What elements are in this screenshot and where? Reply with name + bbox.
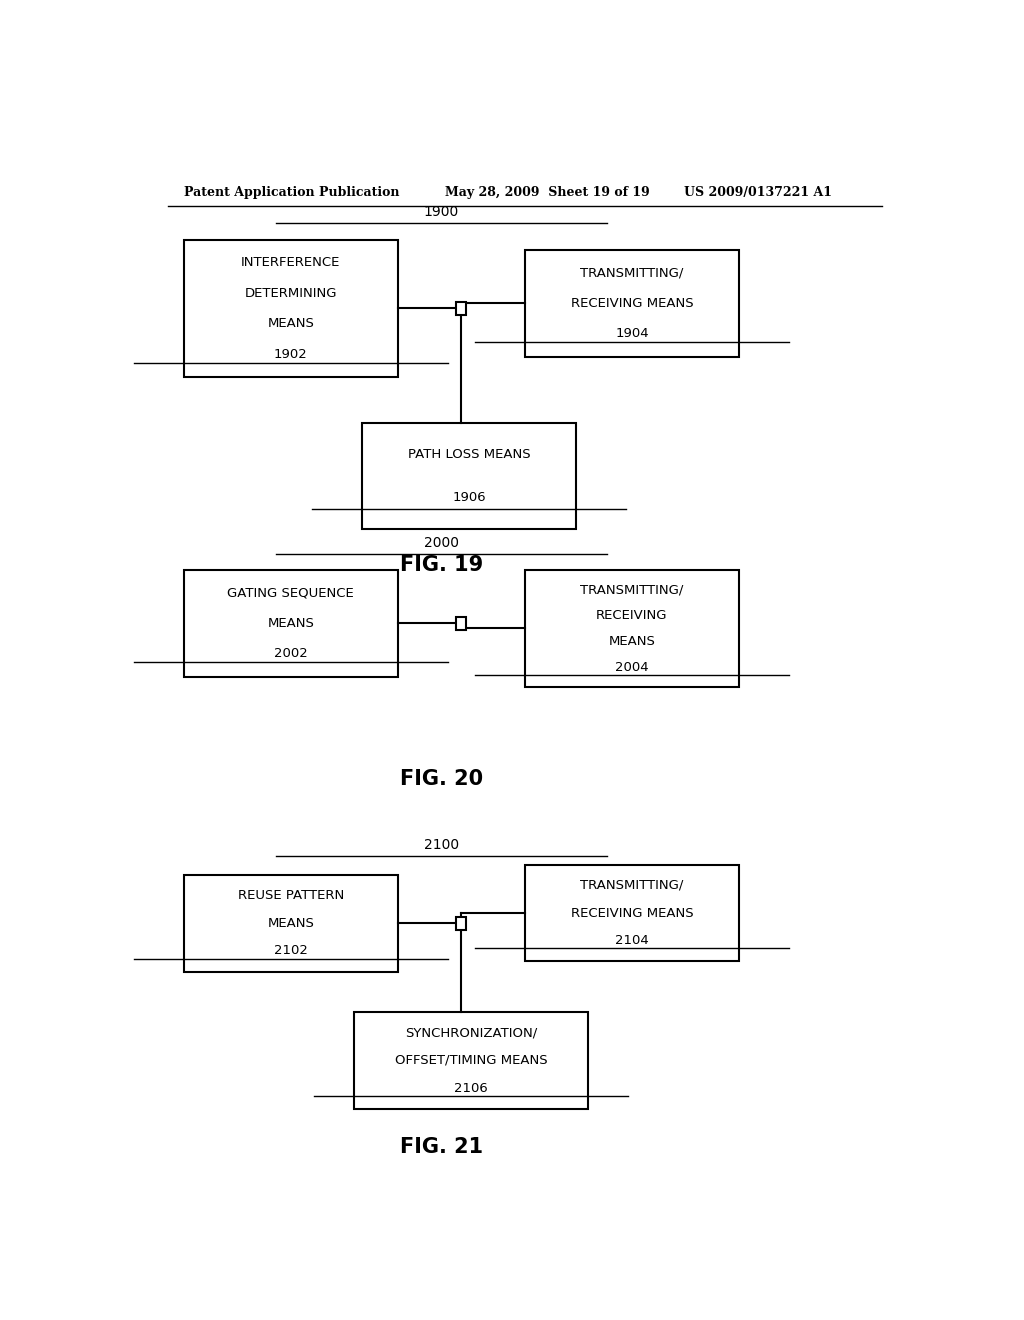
Text: FIG. 21: FIG. 21 (400, 1137, 483, 1156)
Text: 2000: 2000 (424, 536, 459, 549)
Text: INTERFERENCE: INTERFERENCE (241, 256, 340, 269)
Text: 2104: 2104 (615, 935, 649, 948)
Text: GATING SEQUENCE: GATING SEQUENCE (227, 586, 354, 599)
FancyBboxPatch shape (183, 875, 397, 972)
FancyBboxPatch shape (524, 249, 739, 356)
Text: 1900: 1900 (424, 206, 459, 219)
FancyBboxPatch shape (456, 916, 467, 929)
Text: 2102: 2102 (273, 944, 307, 957)
Text: MEANS: MEANS (267, 616, 314, 630)
Text: SYNCHRONIZATION/: SYNCHRONIZATION/ (406, 1027, 538, 1039)
Text: 1904: 1904 (615, 327, 649, 341)
Text: TRANSMITTING/: TRANSMITTING/ (581, 267, 684, 280)
Text: Patent Application Publication: Patent Application Publication (183, 186, 399, 199)
Text: MEANS: MEANS (267, 317, 314, 330)
FancyBboxPatch shape (183, 240, 397, 378)
Text: 1902: 1902 (273, 347, 307, 360)
FancyBboxPatch shape (354, 1012, 588, 1109)
Text: May 28, 2009  Sheet 19 of 19: May 28, 2009 Sheet 19 of 19 (445, 186, 650, 199)
FancyBboxPatch shape (524, 570, 739, 686)
Text: RECEIVING: RECEIVING (596, 609, 668, 622)
FancyBboxPatch shape (362, 422, 577, 529)
Text: 2004: 2004 (615, 661, 649, 675)
Text: TRANSMITTING/: TRANSMITTING/ (581, 879, 684, 892)
Text: RECEIVING MEANS: RECEIVING MEANS (570, 907, 693, 920)
Text: RECEIVING MEANS: RECEIVING MEANS (570, 297, 693, 310)
Text: 2100: 2100 (424, 838, 459, 851)
Text: 2002: 2002 (273, 647, 307, 660)
Text: PATH LOSS MEANS: PATH LOSS MEANS (408, 449, 530, 461)
Text: 2106: 2106 (455, 1081, 488, 1094)
Text: DETERMINING: DETERMINING (245, 286, 337, 300)
FancyBboxPatch shape (524, 865, 739, 961)
Text: 1906: 1906 (453, 491, 486, 504)
Text: FIG. 19: FIG. 19 (399, 556, 483, 576)
Text: TRANSMITTING/: TRANSMITTING/ (581, 583, 684, 597)
FancyBboxPatch shape (456, 302, 467, 315)
FancyBboxPatch shape (183, 570, 397, 677)
Text: US 2009/0137221 A1: US 2009/0137221 A1 (684, 186, 831, 199)
FancyBboxPatch shape (456, 616, 467, 630)
Text: MEANS: MEANS (608, 635, 655, 648)
Text: REUSE PATTERN: REUSE PATTERN (238, 890, 344, 902)
Text: FIG. 20: FIG. 20 (400, 768, 483, 788)
Text: MEANS: MEANS (267, 917, 314, 929)
Text: OFFSET/TIMING MEANS: OFFSET/TIMING MEANS (395, 1053, 548, 1067)
